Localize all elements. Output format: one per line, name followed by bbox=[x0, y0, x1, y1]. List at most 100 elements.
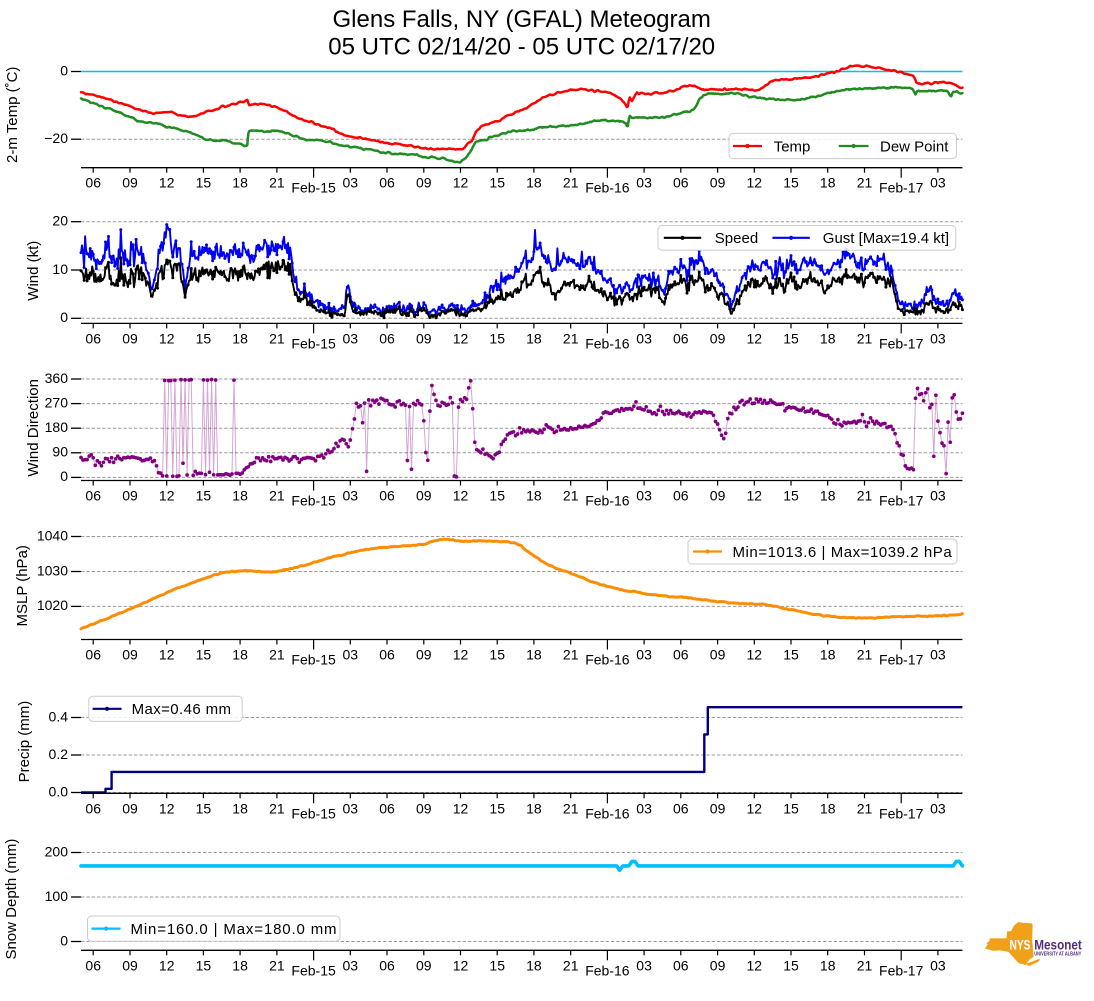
svg-text:12: 12 bbox=[159, 957, 175, 973]
svg-text:15: 15 bbox=[489, 800, 505, 816]
svg-text:06: 06 bbox=[85, 800, 101, 816]
svg-text:09: 09 bbox=[122, 800, 138, 816]
svg-text:09: 09 bbox=[416, 800, 432, 816]
svg-text:Feb-15: Feb-15 bbox=[291, 335, 336, 351]
svg-text:09: 09 bbox=[416, 647, 432, 663]
svg-text:Max=0.46 mm: Max=0.46 mm bbox=[132, 701, 232, 718]
svg-text:09: 09 bbox=[122, 647, 138, 663]
svg-text:Feb-16: Feb-16 bbox=[585, 493, 630, 509]
svg-text:09: 09 bbox=[710, 800, 726, 816]
svg-text:18: 18 bbox=[232, 800, 248, 816]
svg-text:21: 21 bbox=[269, 175, 285, 191]
svg-text:Feb-17: Feb-17 bbox=[879, 493, 924, 509]
svg-text:Feb-16: Feb-16 bbox=[585, 962, 630, 978]
svg-text:03: 03 bbox=[343, 647, 359, 663]
svg-text:Temp: Temp bbox=[774, 138, 811, 155]
svg-text:360: 360 bbox=[45, 370, 69, 386]
svg-text:18: 18 bbox=[232, 330, 248, 346]
svg-text:21: 21 bbox=[857, 647, 873, 663]
svg-text:15: 15 bbox=[196, 488, 212, 504]
svg-text:09: 09 bbox=[710, 647, 726, 663]
svg-text:Min=160.0 | Max=180.0 mm: Min=160.0 | Max=180.0 mm bbox=[131, 921, 338, 938]
svg-text:15: 15 bbox=[489, 175, 505, 191]
svg-text:12: 12 bbox=[159, 488, 175, 504]
svg-text:03: 03 bbox=[930, 800, 946, 816]
svg-text:18: 18 bbox=[526, 175, 542, 191]
svg-text:09: 09 bbox=[122, 488, 138, 504]
svg-text:Feb-17: Feb-17 bbox=[879, 180, 924, 196]
svg-text:03: 03 bbox=[930, 957, 946, 973]
svg-text:03: 03 bbox=[343, 957, 359, 973]
svg-text:06: 06 bbox=[85, 957, 101, 973]
svg-text:15: 15 bbox=[783, 647, 799, 663]
svg-text:18: 18 bbox=[526, 647, 542, 663]
svg-text:15: 15 bbox=[196, 800, 212, 816]
svg-text:03: 03 bbox=[636, 330, 652, 346]
svg-text:Glens Falls, NY (GFAL) Meteogr: Glens Falls, NY (GFAL) Meteogram bbox=[333, 6, 711, 33]
svg-text:Feb-17: Feb-17 bbox=[879, 805, 924, 821]
svg-text:12: 12 bbox=[747, 800, 763, 816]
svg-text:21: 21 bbox=[563, 647, 579, 663]
svg-text:18: 18 bbox=[526, 957, 542, 973]
svg-text:18: 18 bbox=[526, 800, 542, 816]
svg-text:12: 12 bbox=[159, 330, 175, 346]
svg-text:21: 21 bbox=[857, 330, 873, 346]
svg-text:21: 21 bbox=[563, 488, 579, 504]
svg-text:21: 21 bbox=[269, 800, 285, 816]
svg-text:09: 09 bbox=[416, 330, 432, 346]
svg-text:15: 15 bbox=[783, 330, 799, 346]
svg-text:09: 09 bbox=[416, 488, 432, 504]
svg-text:06: 06 bbox=[85, 330, 101, 346]
svg-text:06: 06 bbox=[673, 330, 689, 346]
svg-text:Feb-16: Feb-16 bbox=[585, 652, 630, 668]
svg-text:18: 18 bbox=[526, 330, 542, 346]
svg-text:12: 12 bbox=[747, 957, 763, 973]
svg-text:21: 21 bbox=[857, 488, 873, 504]
svg-text:0: 0 bbox=[60, 468, 68, 484]
svg-text:Feb-17: Feb-17 bbox=[879, 652, 924, 668]
svg-text:06: 06 bbox=[379, 647, 395, 663]
svg-text:12: 12 bbox=[747, 175, 763, 191]
svg-text:09: 09 bbox=[122, 330, 138, 346]
svg-text:0.2: 0.2 bbox=[49, 746, 69, 762]
svg-text:Precip (mm): Precip (mm) bbox=[16, 701, 33, 783]
svg-text:12: 12 bbox=[159, 647, 175, 663]
svg-text:21: 21 bbox=[563, 330, 579, 346]
svg-text:03: 03 bbox=[343, 800, 359, 816]
svg-text:03: 03 bbox=[636, 175, 652, 191]
svg-text:15: 15 bbox=[783, 175, 799, 191]
svg-text:18: 18 bbox=[820, 175, 836, 191]
svg-text:18: 18 bbox=[526, 488, 542, 504]
svg-text:21: 21 bbox=[269, 647, 285, 663]
svg-text:06: 06 bbox=[673, 647, 689, 663]
svg-text:21: 21 bbox=[563, 800, 579, 816]
svg-text:12: 12 bbox=[453, 175, 469, 191]
svg-text:06: 06 bbox=[379, 175, 395, 191]
svg-text:03: 03 bbox=[930, 647, 946, 663]
svg-text:18: 18 bbox=[232, 488, 248, 504]
svg-text:15: 15 bbox=[489, 647, 505, 663]
svg-text:Feb-15: Feb-15 bbox=[291, 805, 336, 821]
svg-text:18: 18 bbox=[820, 647, 836, 663]
svg-text:0.4: 0.4 bbox=[49, 708, 69, 724]
svg-text:21: 21 bbox=[857, 957, 873, 973]
svg-text:18: 18 bbox=[820, 330, 836, 346]
svg-text:Feb-15: Feb-15 bbox=[291, 962, 336, 978]
svg-text:06: 06 bbox=[379, 957, 395, 973]
svg-text:03: 03 bbox=[343, 175, 359, 191]
svg-text:1020: 1020 bbox=[37, 597, 68, 613]
svg-text:06: 06 bbox=[85, 647, 101, 663]
svg-text:06: 06 bbox=[379, 800, 395, 816]
svg-text:06: 06 bbox=[85, 175, 101, 191]
svg-text:Feb-16: Feb-16 bbox=[585, 805, 630, 821]
svg-text:15: 15 bbox=[196, 175, 212, 191]
svg-text:Gust [Max=19.4 kt]: Gust [Max=19.4 kt] bbox=[823, 230, 949, 247]
svg-text:03: 03 bbox=[930, 488, 946, 504]
svg-text:90: 90 bbox=[52, 444, 68, 460]
svg-text:12: 12 bbox=[159, 175, 175, 191]
svg-text:21: 21 bbox=[563, 957, 579, 973]
svg-text:270: 270 bbox=[45, 394, 69, 410]
svg-text:21: 21 bbox=[857, 800, 873, 816]
svg-text:0.0: 0.0 bbox=[49, 783, 69, 799]
svg-text:10: 10 bbox=[52, 261, 68, 277]
